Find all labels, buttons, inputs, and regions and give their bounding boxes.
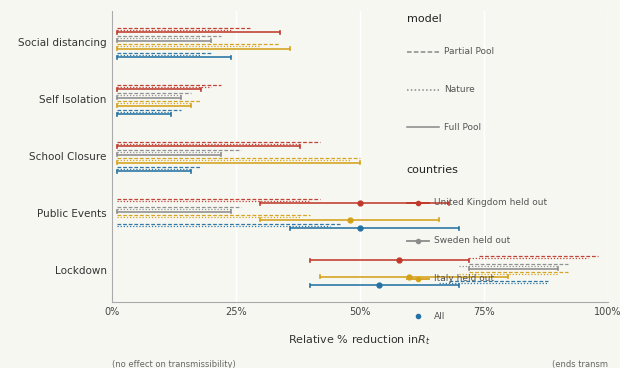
- Text: Italy held out: Italy held out: [434, 274, 494, 283]
- Text: Nature: Nature: [444, 85, 475, 94]
- Text: United Kingdom held out: United Kingdom held out: [434, 198, 547, 208]
- Text: countries: countries: [407, 165, 459, 175]
- Text: (ends transm: (ends transm: [552, 360, 608, 368]
- Text: Sweden held out: Sweden held out: [434, 236, 510, 245]
- Text: model: model: [407, 14, 441, 24]
- Text: (no effect on transmissibility): (no effect on transmissibility): [112, 360, 236, 368]
- Text: Full Pool: Full Pool: [444, 123, 481, 132]
- Text: Partial Pool: Partial Pool: [444, 47, 494, 56]
- Text: All: All: [434, 312, 445, 321]
- X-axis label: Relative % reduction in$R_t$: Relative % reduction in$R_t$: [288, 333, 431, 347]
